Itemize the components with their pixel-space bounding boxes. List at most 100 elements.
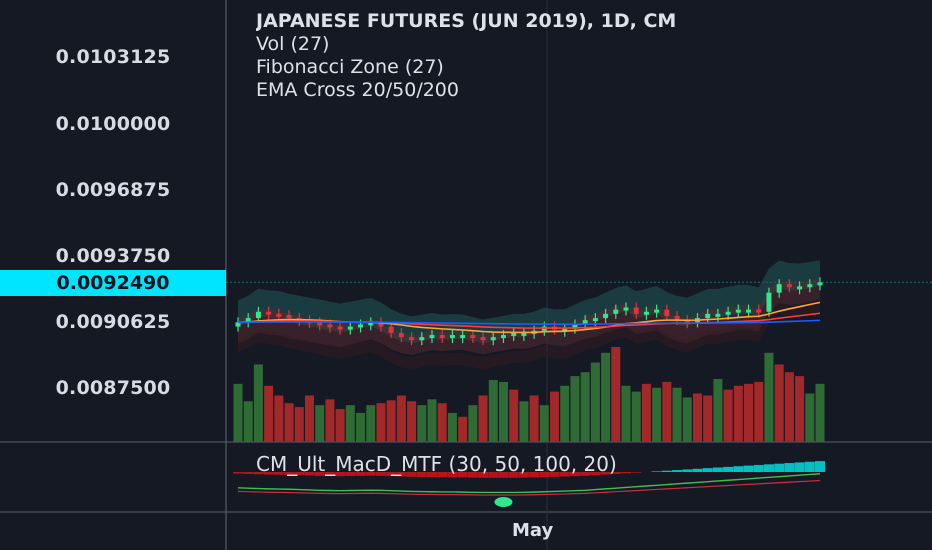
volume-bar (243, 401, 253, 442)
fib-zone-lower (238, 278, 820, 356)
macd-signal-line (237, 479, 821, 496)
volume-bar (407, 401, 417, 442)
volume-bar (754, 381, 764, 442)
macd-histogram-bar (815, 461, 825, 472)
macd-histogram-bar (284, 472, 295, 475)
macd-histogram-bar (406, 472, 417, 477)
macd-histogram-bar (702, 468, 713, 472)
macd-histogram-bar (386, 472, 397, 477)
macd-histogram-bar (375, 472, 386, 476)
volume-bar (447, 412, 457, 442)
candle-body (776, 284, 782, 293)
volume-bar (386, 400, 396, 442)
candle-body (797, 286, 803, 290)
macd-histogram-bar (324, 472, 335, 476)
volume-bar (498, 381, 508, 442)
macd-histogram-bar (416, 472, 427, 477)
candle-body (725, 311, 731, 315)
candle-body (449, 335, 455, 339)
candle-body (715, 313, 721, 317)
fibonacci-zone-bands (238, 260, 820, 370)
volume-bar (304, 395, 314, 442)
volume-bar (815, 383, 825, 442)
indicator-ema-cross[interactable]: EMA Cross 20/50/200 (256, 79, 459, 101)
volume-bar (580, 372, 590, 442)
macd-histogram-bar (335, 472, 346, 477)
volume-bar (713, 378, 723, 442)
candle-body (439, 335, 445, 339)
candle-body (276, 313, 282, 317)
volume-bar (253, 364, 263, 442)
volume-bar (458, 416, 468, 442)
volume-bar (366, 405, 376, 442)
candle-body (460, 335, 466, 339)
volume-bar (672, 387, 682, 442)
macd-cross-dot (494, 497, 513, 507)
candle-body (480, 337, 486, 341)
macd-histogram-bar (712, 467, 723, 472)
volume-bar (356, 412, 366, 442)
price-axis-label: 0.0093750 (55, 245, 171, 267)
volume-bar (529, 395, 539, 442)
volume-bar (315, 405, 325, 442)
candle-body (409, 337, 415, 341)
candle-body (470, 335, 476, 339)
volume-bar (795, 376, 805, 442)
macd-histogram-bar (427, 472, 437, 478)
candle-body (347, 326, 353, 330)
macd-histogram-bar (437, 472, 448, 478)
macd-histogram-bar (457, 472, 468, 478)
price-axis-label: 0.0090625 (55, 311, 171, 333)
price-axis-label: 0.0100000 (55, 113, 171, 135)
macd-histogram-bar (467, 472, 478, 478)
macd-histogram-bar (304, 472, 315, 476)
volume-bar (590, 362, 600, 442)
candle-body (582, 320, 588, 325)
chart-title: JAPANESE FUTURES (JUN 2019), 1D, CM (256, 10, 677, 32)
candle-body (511, 332, 517, 336)
candle-body (490, 337, 496, 341)
macd-histogram-bar (672, 470, 683, 472)
indicator-volume[interactable]: Vol (27) (256, 33, 330, 55)
volume-bar (601, 352, 611, 442)
candle-body (664, 309, 670, 316)
macd-histogram-bar (488, 472, 499, 478)
candle-body (756, 309, 762, 313)
macd-histogram-bar (692, 468, 703, 472)
volume-bar (345, 405, 355, 442)
volume-bar (264, 385, 274, 442)
macd-indicator-label[interactable]: CM_Ult_MacD_MTF (30, 50, 100, 20) (256, 452, 617, 476)
candle-body (633, 307, 639, 314)
volume-bar (784, 372, 794, 442)
macd-histogram-bar (784, 463, 795, 472)
candle-body (807, 284, 813, 288)
candle-body (317, 322, 323, 326)
indicator-fibonacci-zone[interactable]: Fibonacci Zone (27) (256, 56, 444, 78)
volume-bar (682, 397, 692, 442)
macd-histogram-bar (743, 465, 754, 472)
candle-body (562, 328, 568, 332)
volume-bar (509, 389, 519, 442)
volume-bar (437, 403, 447, 442)
volume-bar (570, 376, 580, 442)
price-axis-label: 0.0087500 (55, 377, 171, 399)
volume-bar (611, 347, 621, 442)
macd-histogram-bar (447, 472, 458, 478)
macd-histogram-bar (559, 472, 570, 477)
ema-line (237, 319, 821, 325)
macd-histogram-bar (569, 472, 580, 477)
macd-histogram-bar (243, 472, 254, 474)
time-axis-label: May (512, 520, 554, 541)
volume-bar (478, 395, 488, 442)
macd-histogram-bar (580, 472, 591, 476)
volume-bar (805, 393, 815, 442)
macd-histogram-bar (263, 472, 274, 475)
macd-histogram-bar (549, 472, 560, 477)
candle-body (613, 309, 619, 314)
volume-bar (274, 395, 284, 442)
candle-body (398, 332, 404, 338)
candle-body (255, 311, 261, 319)
candle-body (235, 322, 241, 327)
